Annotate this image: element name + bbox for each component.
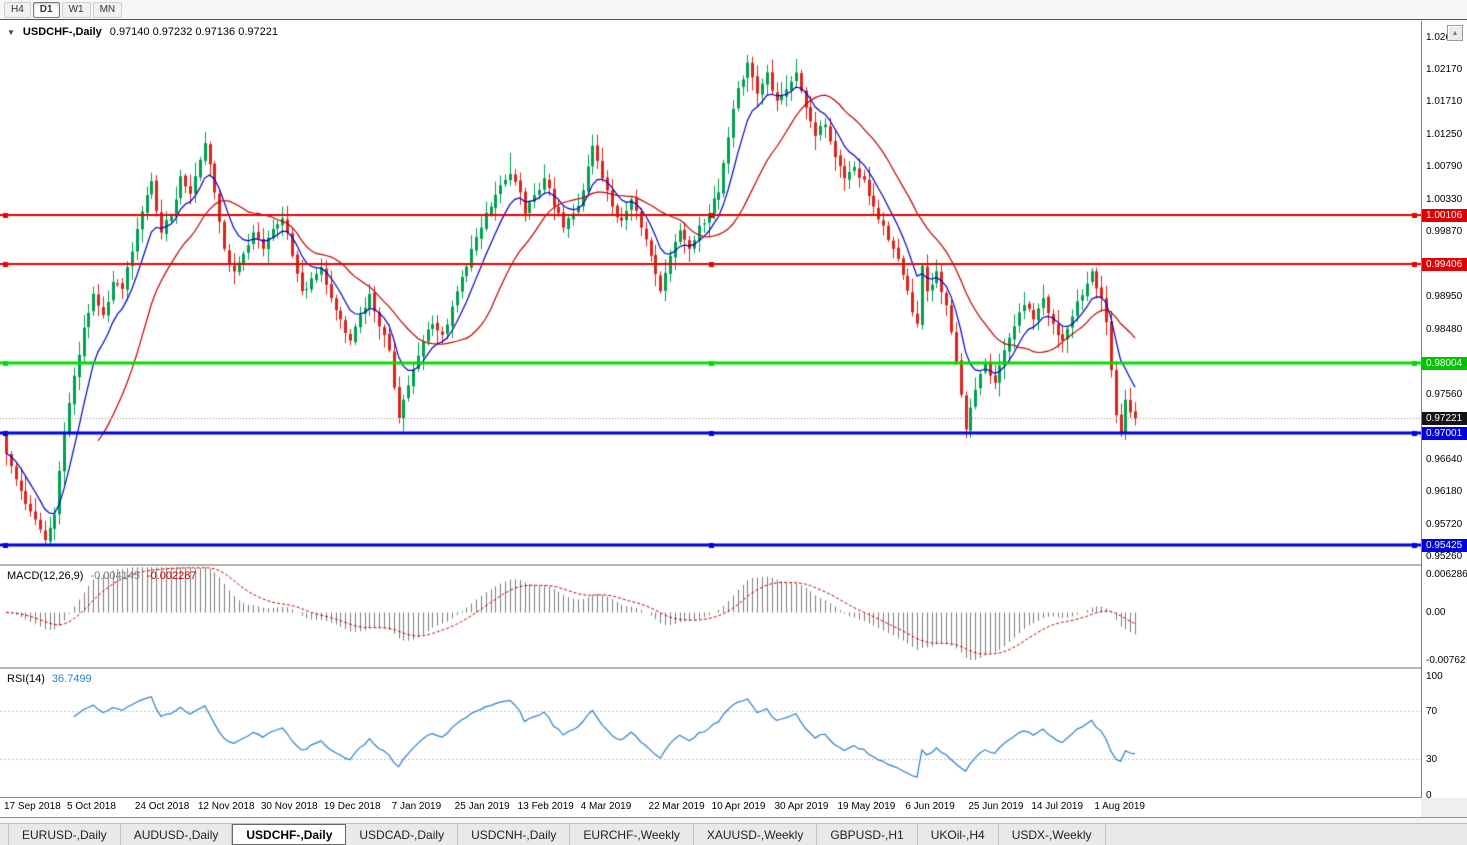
price-axis-tick: 1.01250 (1426, 128, 1463, 140)
rsi-label: RSI(14) 36.7499 (7, 673, 92, 685)
price-axis-tick: 0.95260 (1426, 551, 1463, 563)
rsi-value: 36.7499 (51, 673, 92, 685)
chart-tab[interactable]: EURUSD-,Daily (8, 824, 121, 845)
chart-tab[interactable]: EURCHF-,Weekly (570, 824, 694, 845)
chart-tab[interactable]: USDCHF-,Daily (232, 824, 347, 845)
axis-divider (0, 797, 1467, 798)
date-label: 19 Dec 2018 (323, 801, 381, 812)
date-label: 19 May 2019 (837, 801, 896, 812)
chart-tab[interactable]: USDCNH-,Daily (458, 824, 571, 845)
timeframe-button-w1[interactable]: W1 (61, 1, 91, 18)
date-label: 7 Jan 2019 (391, 801, 442, 812)
main-chart-canvas[interactable] (0, 21, 1421, 564)
chart-tab[interactable]: AUDUSD-,Daily (121, 824, 233, 845)
date-label: 22 Mar 2019 (648, 801, 705, 812)
date-label: 24 Oct 2018 (134, 801, 190, 812)
date-label: 30 Apr 2019 (774, 801, 829, 812)
date-label: 5 Oct 2018 (66, 801, 116, 812)
rsi-axis-label: 100 (1426, 670, 1443, 682)
date-label: 14 Jul 2019 (1031, 801, 1084, 812)
price-axis-tick: 1.01710 (1426, 96, 1463, 108)
price-axis: 1.02630 1.02170 1.01710 1.01250 1.00790 1.003… (1421, 21, 1467, 801)
macd-axis-label: -0.00762 (1426, 654, 1466, 666)
time-axis: 17 Sep 2018 5 Oct 2018 24 Oct 2018 12 Nov 2… (0, 798, 1421, 817)
macd-axis-label: 0.006286 (1426, 568, 1467, 580)
scrollbar-up-button[interactable]: ▲ (1447, 25, 1463, 41)
chart-tab[interactable]: XAUUSD-,Weekly (694, 824, 818, 845)
timeframe-toolbar: H4 D1 W1 MN (0, 0, 1467, 20)
macd-name: MACD(12,26,9) (7, 570, 84, 582)
chart-tab[interactable]: UKOil-,H4 (918, 824, 999, 845)
price-axis-tick: 1.00790 (1426, 161, 1463, 173)
rsi-name: RSI(14) (7, 673, 45, 685)
status-strip (0, 818, 1467, 823)
chart-tab[interactable]: GBPUSD-,H1 (817, 824, 918, 845)
chart-ohlc-values: 0.97140 0.97232 0.97136 0.97221 (109, 26, 278, 38)
price-level-badge: 0.95425 (1422, 538, 1467, 552)
panel-separator[interactable] (0, 564, 1467, 566)
date-label: 4 Mar 2019 (580, 801, 632, 812)
macd-main-value: -0.004145 (90, 570, 140, 582)
price-axis-tick: 1.02170 (1426, 63, 1463, 75)
date-label: 6 Jun 2019 (905, 801, 955, 812)
price-level-badge: 0.97001 (1422, 427, 1467, 441)
date-label: 1 Aug 2019 (1094, 801, 1145, 812)
price-level-badge: 1.00106 (1422, 208, 1467, 222)
macd-panel-canvas[interactable] (0, 566, 1421, 667)
chart-tab-bar: EURUSD-,Daily AUDUSD-,Daily USDCHF-,Daily U… (0, 823, 1467, 845)
price-axis-tick: 1.02630 (1426, 31, 1463, 43)
macd-axis-label: 0.00 (1426, 607, 1446, 619)
chart-symbol-label: USDCHF-,Daily (22, 26, 102, 38)
price-level-badge: 0.98004 (1422, 356, 1467, 370)
price-level-badge: 0.99406 (1422, 257, 1467, 271)
rsi-axis-label: 70 (1426, 706, 1438, 718)
price-axis-tick: 1.00330 (1426, 193, 1463, 205)
price-axis-tick: 0.98950 (1426, 291, 1463, 303)
timeframe-button-d1[interactable]: D1 (32, 1, 60, 18)
price-axis-tick: 0.96640 (1426, 453, 1463, 465)
macd-label: MACD(12,26,9) -0.004145 -0.002287 (7, 570, 197, 582)
price-axis-tick: 0.99870 (1426, 226, 1463, 238)
price-axis-tick: 0.96180 (1426, 486, 1463, 498)
price-axis-tick: 0.97560 (1426, 389, 1463, 401)
rsi-axis-label: 0 (1426, 789, 1432, 801)
rsi-panel-canvas[interactable] (0, 669, 1421, 797)
axis-corner (1421, 798, 1467, 817)
date-label: 25 Jun 2019 (968, 801, 1024, 812)
timeframe-button-mn[interactable]: MN (92, 1, 123, 18)
bottom-divider (0, 817, 1467, 818)
price-level-badge: 0.97221 (1422, 411, 1467, 425)
chart-tab[interactable]: USDX-,Weekly (999, 824, 1106, 845)
price-axis-tick: 0.95720 (1426, 518, 1463, 530)
date-label: 13 Feb 2019 (517, 801, 574, 812)
date-label: 17 Sep 2018 (4, 801, 61, 812)
timeframe-button-h4[interactable]: H4 (4, 1, 31, 18)
chart-tab[interactable]: USDCAD-,Daily (346, 824, 459, 845)
price-axis-tick: 0.98480 (1426, 324, 1463, 336)
date-label: 12 Nov 2018 (197, 801, 255, 812)
date-label: 25 Jan 2019 (454, 801, 510, 812)
chart-title: ▼ USDCHF-,Daily 0.97140 0.97232 0.97136 … (7, 26, 278, 38)
macd-signal-value: -0.002287 (146, 570, 197, 582)
panel-separator[interactable] (0, 667, 1467, 669)
date-label: 30 Nov 2018 (260, 801, 318, 812)
rsi-axis-label: 30 (1426, 753, 1438, 765)
date-label: 10 Apr 2019 (711, 801, 766, 812)
collapse-arrow-icon[interactable]: ▼ (7, 28, 15, 37)
